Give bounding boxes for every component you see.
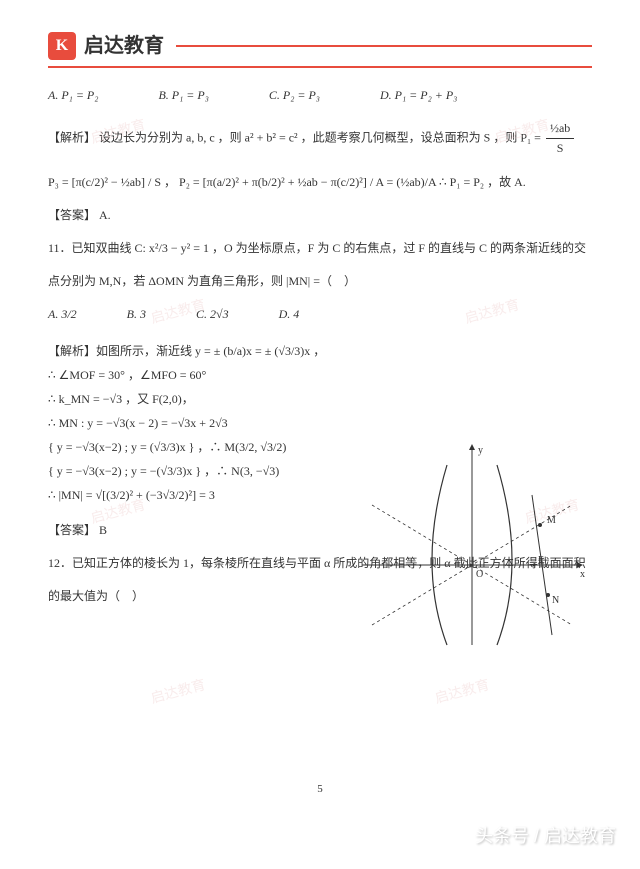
label-x: x	[580, 569, 585, 580]
answer-value: A.	[99, 208, 111, 222]
header-rule	[176, 45, 592, 47]
q11-stem1: 11．已知双曲线 C:	[48, 241, 146, 255]
sol4: ∴ MN : y = −√3(x − 2) = −√3x + 2√3	[48, 411, 348, 435]
q10-answer: 【答案】 A.	[48, 206, 592, 225]
hyperbola-chart: O F M N x y	[352, 435, 592, 655]
page-number: 5	[317, 781, 323, 799]
label-M: M	[547, 515, 556, 526]
watermark: 启达教育	[148, 673, 208, 709]
footer-source: 头条号 / 启达教育	[475, 822, 616, 851]
p1-frac: ½abS	[546, 119, 574, 158]
analysis-label: 【解析】	[48, 344, 96, 358]
q11-eq: x²/3 − y² = 1	[149, 241, 209, 255]
q10-analysis: 【解析】 设边长为分别为 a, b, c ，则 a² + b² = c² ，此题…	[48, 119, 592, 158]
sol2: ∴ ∠MOF = 30° ，∠MFO = 60°	[48, 363, 348, 387]
opt-c: C. 2√3	[196, 305, 229, 324]
label-N: N	[552, 595, 559, 606]
q10-p3-line: P₃ = [π(c/2)² − ½ab] / S ， P₂ = [π(a/2)²…	[48, 173, 592, 192]
label-F: F	[538, 555, 544, 566]
analysis-text: 设边长为分别为 a, b, c ，则 a² + b² = c² ，此题考察几何概…	[99, 131, 541, 145]
brand-name: 启达教育	[84, 30, 164, 62]
opt-b: B. P₁ = P₃	[158, 86, 208, 105]
label-O: O	[476, 569, 483, 580]
sol7: ∴ |MN| = √[(3/2)² + (−3√3/2)²] = 3	[48, 483, 348, 507]
sol5: { y = −√3(x−2) ; y = (√3/3)x } ，∴ M(3/2,…	[48, 435, 348, 459]
q11-stem: 11．已知双曲线 C: x²/3 − y² = 1 ，O 为坐标原点，F 为 C…	[48, 239, 592, 258]
answer-label: 【答案】	[48, 523, 96, 537]
q11-stem3: 点分别为 M,N，若 ΔOMN 为直角三角形，则 |MN| =（ ）	[48, 272, 592, 291]
watermark: 启达教育	[432, 673, 492, 709]
p3-expression: P₃ = [π(c/2)² − ½ab] / S ， P₂ = [π(a/2)²…	[48, 175, 526, 189]
opt-a: A. 3/2	[48, 305, 77, 324]
opt-d: D. 4	[279, 305, 300, 324]
brand-logo: K	[48, 32, 76, 60]
sol3: ∴ k_MN = −√3 ，又 F(2,0)，	[48, 387, 348, 411]
answer-value: B	[99, 523, 107, 537]
opt-d: D. P₁ = P₂ + P₃	[380, 86, 457, 105]
opt-b: B. 3	[127, 305, 146, 324]
q11-options: A. 3/2 B. 3 C. 2√3 D. 4	[48, 305, 592, 324]
q11-stem2: ，O 为坐标原点，F 为 C 的右焦点，过 F 的直线与 C 的两条渐近线的交	[212, 241, 586, 255]
label-y: y	[478, 445, 483, 456]
analysis-label: 【解析】	[48, 131, 96, 145]
page-header: K 启达教育	[48, 30, 592, 68]
q11-solution: 【解析】如图所示，渐近线 y = ± (b/a)x = ± (√3/3)x ， …	[48, 339, 348, 507]
answer-label: 【答案】	[48, 208, 96, 222]
opt-c: C. P₂ = P₃	[269, 86, 320, 105]
sol6: { y = −√3(x−2) ; y = −(√3/3)x } ，∴ N(3, …	[48, 459, 348, 483]
q10-options: A. P₁ = P₂ B. P₁ = P₃ C. P₂ = P₃ D. P₁ =…	[48, 86, 592, 105]
sol1: 如图所示，渐近线 y = ± (b/a)x = ± (√3/3)x ，	[96, 344, 325, 358]
opt-a: A. P₁ = P₂	[48, 86, 98, 105]
